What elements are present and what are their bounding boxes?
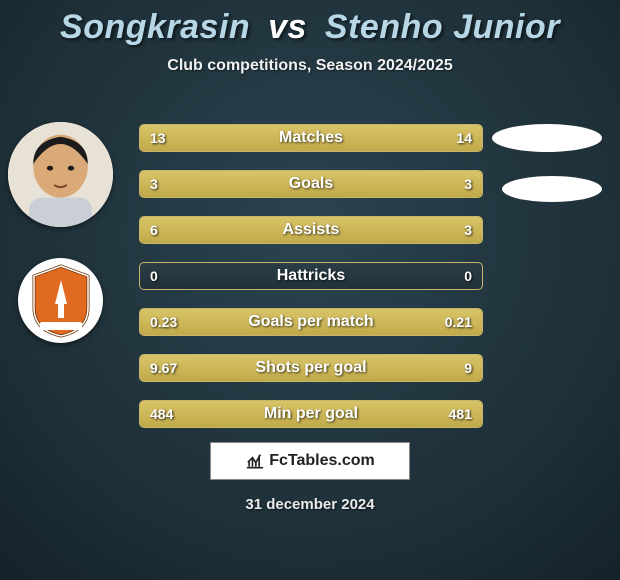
bar-value-right: 0 — [464, 263, 472, 289]
bar-label: Goals per match — [140, 309, 482, 335]
chart-icon — [245, 451, 265, 471]
bar-value-right: 3 — [464, 171, 472, 197]
bar-label: Shots per goal — [140, 355, 482, 381]
title-player1: Songkrasin — [60, 8, 250, 46]
bar-value-left: 0.23 — [150, 309, 177, 335]
date-text: 31 december 2024 — [0, 496, 620, 513]
bar-value-left: 9.67 — [150, 355, 177, 381]
bar-value-right: 9 — [464, 355, 472, 381]
bar-value-left: 13 — [150, 125, 166, 151]
bar-label: Matches — [140, 125, 482, 151]
stat-row-goals-per-match: Goals per match0.23 0.21 — [139, 308, 483, 336]
player2-avatar-placeholder — [492, 124, 602, 152]
bar-value-left: 484 — [150, 401, 173, 427]
title-player2: Stenho Junior — [325, 8, 560, 46]
stat-row-assists: Assists6 3 — [139, 216, 483, 244]
stat-row-hattricks: Hattricks0 0 — [139, 262, 483, 290]
title-vs: vs — [268, 8, 307, 46]
bar-value-right: 14 — [456, 125, 472, 151]
stat-row-matches: Matches13 14 — [139, 124, 483, 152]
content: Songkrasin vs Stenho Junior Club competi… — [0, 0, 620, 580]
bar-label: Min per goal — [140, 401, 482, 427]
bar-value-right: 0.21 — [445, 309, 472, 335]
stat-bars: Matches1314Goals33Assists63Hattricks00Go… — [139, 124, 483, 446]
page-title: Songkrasin vs Stenho Junior — [0, 0, 620, 47]
stat-row-goals: Goals3 3 — [139, 170, 483, 198]
bar-value-left: 3 — [150, 171, 158, 197]
club-badge-icon — [30, 264, 92, 338]
bar-label: Goals — [140, 171, 482, 197]
stat-row-shots-per-goal: Shots per goal9.67 9 — [139, 354, 483, 382]
logo-text: FcTables.com — [269, 452, 375, 470]
fctables-logo: FcTables.com — [210, 442, 410, 480]
bar-label: Hattricks — [140, 263, 482, 289]
bar-value-left: 6 — [150, 217, 158, 243]
subtitle: Club competitions, Season 2024/2025 — [0, 57, 620, 75]
bar-value-left: 0 — [150, 263, 158, 289]
stat-row-min-per-goal: Min per goal484 481 — [139, 400, 483, 428]
player2-club-placeholder — [502, 176, 602, 202]
player1-avatar — [8, 122, 113, 227]
player1-club-badge — [18, 258, 103, 343]
bar-label: Assists — [140, 217, 482, 243]
bar-value-right: 3 — [464, 217, 472, 243]
face-icon — [8, 122, 113, 227]
bar-value-right: 481 — [449, 401, 472, 427]
